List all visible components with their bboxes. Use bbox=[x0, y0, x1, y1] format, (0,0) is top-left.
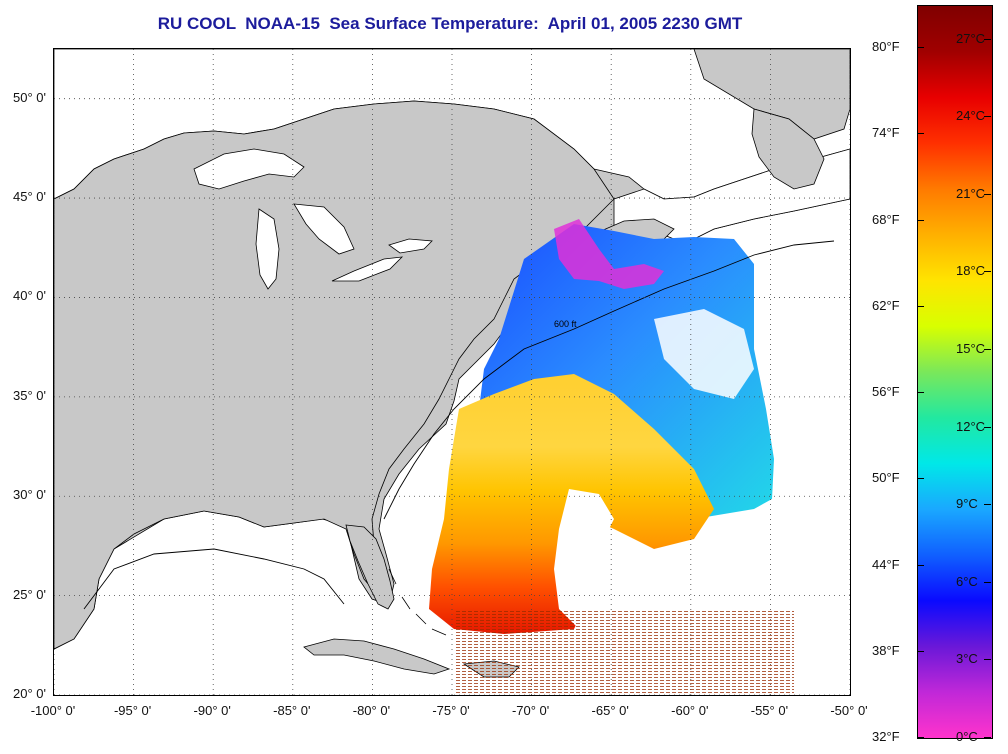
sst-map-canvas: 600 ft bbox=[54, 49, 850, 695]
colorbar-tick bbox=[917, 564, 924, 566]
colorbar-tick bbox=[917, 478, 924, 480]
colorbar-fahrenheit-label: 74°F bbox=[872, 125, 900, 141]
colorbar-fahrenheit-label: 38°F bbox=[872, 642, 900, 658]
colorbar-tick bbox=[917, 133, 924, 135]
colorbar-celsius-label: 6°C bbox=[956, 573, 978, 589]
colorbar-fahrenheit-label: 50°F bbox=[872, 470, 900, 486]
colorbar-tick bbox=[917, 737, 924, 738]
colorbar-celsius-label: 27°C bbox=[956, 30, 986, 46]
colorbar-tick bbox=[984, 426, 991, 428]
isobath-600ft bbox=[83, 240, 835, 610]
temperature-colorbar bbox=[917, 5, 993, 739]
map-title: RU COOL NOAA-15 Sea Surface Temperature:… bbox=[157, 14, 743, 33]
colorbar-tick bbox=[984, 271, 991, 273]
longitude-label: -75° 0' bbox=[432, 703, 470, 718]
latitude-label: 40° 0' bbox=[13, 288, 46, 304]
colorbar-fahrenheit-label: 80°F bbox=[872, 39, 900, 55]
lake-michigan bbox=[255, 208, 280, 290]
latitude-label: 35° 0' bbox=[13, 387, 46, 403]
colorbar-tick bbox=[984, 581, 991, 583]
longitude-label: -80° 0' bbox=[352, 703, 391, 718]
colorbar-tick bbox=[984, 659, 991, 661]
colorbar-tick bbox=[984, 504, 991, 506]
colorbar-fahrenheit-label: 56°F bbox=[872, 384, 900, 400]
colorbar-fahrenheit-label: 62°F bbox=[872, 297, 900, 313]
latitude-label: 30° 0' bbox=[13, 487, 46, 503]
latitude-label: 25° 0' bbox=[13, 586, 46, 602]
colorbar-tick bbox=[984, 349, 991, 350]
colorbar-tick bbox=[917, 392, 924, 394]
sst-noise-band bbox=[454, 609, 794, 695]
longitude-label: -65° 0' bbox=[591, 703, 629, 718]
land-cuba bbox=[303, 638, 451, 675]
colorbar-celsius-label: 18°C bbox=[956, 263, 986, 279]
colorbar-fahrenheit-label: 44°F bbox=[872, 556, 900, 572]
colorbar-tick bbox=[917, 219, 924, 221]
sst-map: 600 ft bbox=[53, 48, 851, 696]
sst-swath-magenta bbox=[554, 219, 664, 289]
colorbar-celsius-label: 3°C bbox=[956, 651, 978, 667]
land-florida bbox=[345, 524, 395, 610]
lake-huron bbox=[293, 203, 355, 255]
colorbar-tick bbox=[984, 38, 991, 40]
isobath-label: 600 ft bbox=[554, 319, 577, 329]
longitude-label: -85° 0' bbox=[273, 703, 311, 718]
longitude-label: -90° 0' bbox=[193, 703, 231, 718]
colorbar-celsius-label: 21°C bbox=[956, 185, 986, 201]
land-us-mainland bbox=[54, 100, 615, 650]
colorbar-fahrenheit-label: 68°F bbox=[872, 211, 900, 227]
lake-ontario bbox=[388, 238, 433, 254]
colorbar-celsius-label: 9°C bbox=[956, 496, 978, 512]
colorbar-tick bbox=[917, 305, 924, 307]
lake-erie bbox=[331, 256, 404, 282]
longitude-label: -100° 0' bbox=[30, 703, 76, 718]
colorbar-tick bbox=[984, 116, 991, 118]
colorbar-celsius-label: 15°C bbox=[956, 341, 986, 356]
colorbar-tick bbox=[984, 737, 991, 738]
latitude-label: 20° 0' bbox=[13, 686, 46, 701]
colorbar-celsius-label: 0°C bbox=[956, 729, 978, 744]
colorbar-tick bbox=[917, 47, 924, 49]
cloud-region-north bbox=[654, 309, 754, 399]
land-bahamas bbox=[388, 568, 447, 636]
longitude-label: -60° 0' bbox=[671, 703, 709, 718]
longitude-label: -95° 0' bbox=[113, 703, 152, 718]
lake-superior bbox=[193, 148, 305, 190]
colorbar-celsius-label: 12°C bbox=[956, 418, 986, 434]
latitude-label: 45° 0' bbox=[13, 189, 46, 205]
cloud-region bbox=[554, 489, 614, 629]
longitude-label: -55° 0' bbox=[750, 703, 789, 718]
longitude-label: -50° 0' bbox=[830, 703, 868, 718]
colorbar-celsius-label: 24°C bbox=[956, 108, 986, 124]
longitude-label: -70° 0' bbox=[511, 703, 550, 718]
latitude-label: 50° 0' bbox=[13, 89, 46, 105]
colorbar-tick bbox=[984, 193, 991, 195]
colorbar-fahrenheit-label: 32°F bbox=[872, 729, 900, 744]
colorbar-tick bbox=[917, 650, 924, 652]
